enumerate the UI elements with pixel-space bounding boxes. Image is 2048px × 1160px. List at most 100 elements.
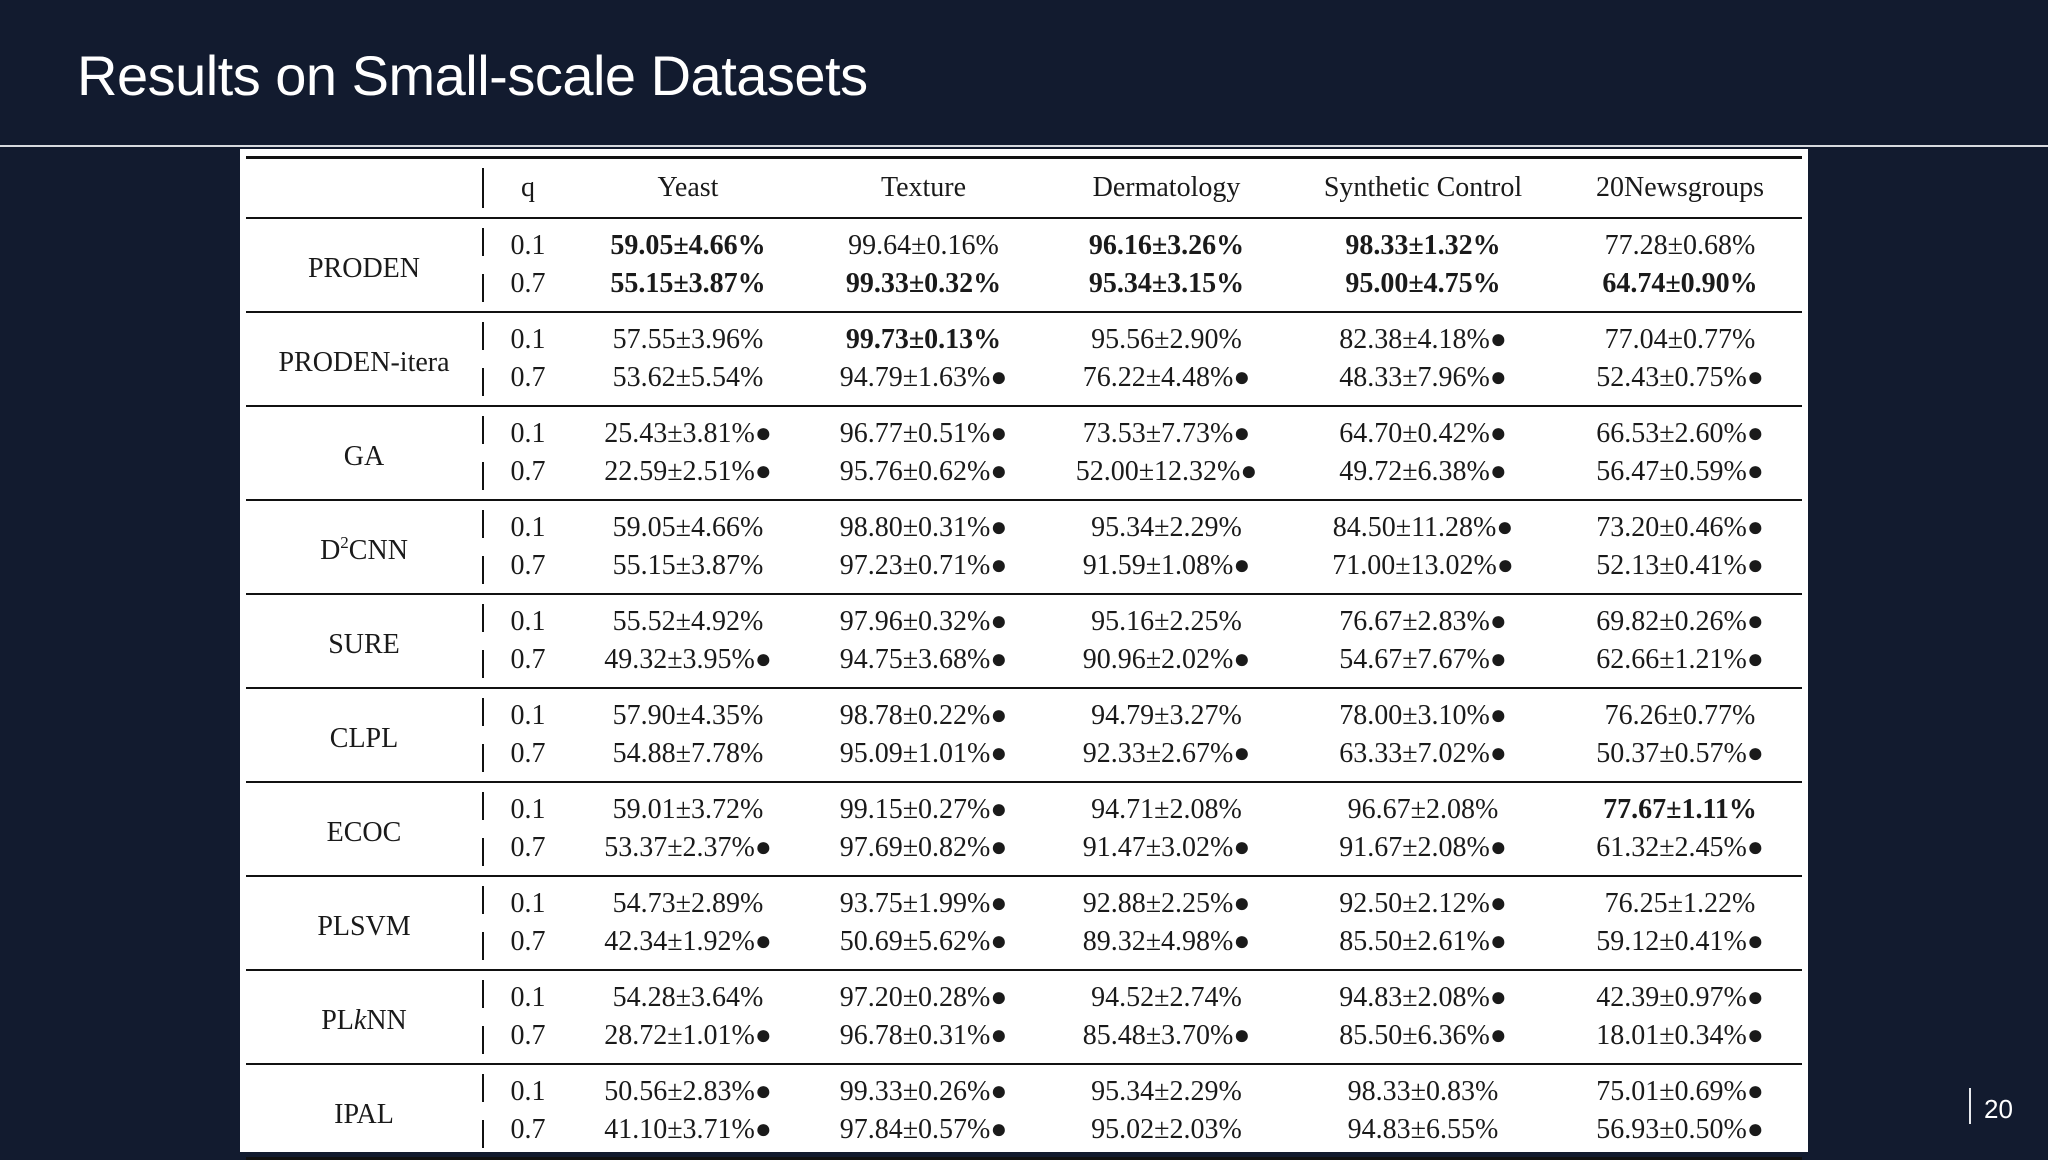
cell-20newsgroups: 73.20±0.46%● <box>1596 512 1764 543</box>
method-label: PRODEN-itera <box>278 347 450 378</box>
q-value: 0.7 <box>482 453 574 501</box>
cell-20newsgroups: 66.53±2.60%● <box>1596 418 1764 449</box>
table-row: CLPL 0.1 57.90±4.35% 98.78±0.22%● 94.79±3.27… <box>246 688 1802 783</box>
cell-20newsgroups: 61.32±2.45%● <box>1558 829 1802 877</box>
table-row: PLkNN 0.1 54.28±3.64% 97.20±0.28%● 94.52±2.7… <box>246 970 1802 1065</box>
cell-dermatology: 94.71±2.08% <box>1091 794 1242 825</box>
cell-20newsgroups: 64.74±0.90% <box>1558 265 1802 313</box>
cell-20newsgroups: 18.01±0.34%● <box>1558 1017 1802 1065</box>
method-label: CLPL <box>329 723 399 754</box>
cell-yeast: 57.55±3.96% <box>612 324 764 355</box>
cell-dermatology: 94.52±2.74% <box>1091 982 1242 1013</box>
cell-20newsgroups: 50.37±0.57%● <box>1558 735 1802 783</box>
cell-texture: 94.75±3.68%● <box>802 641 1045 689</box>
column-header-texture: Texture <box>802 156 1045 219</box>
q-value: 0.1 <box>482 312 574 359</box>
cell-synthetic-control: 54.67±7.67%● <box>1288 641 1558 689</box>
cell-20newsgroups: 75.01±0.69%● <box>1596 1076 1764 1107</box>
cell-dermatology: 95.16±2.25% <box>1091 606 1242 637</box>
cell-texture: 94.79±1.63%● <box>802 359 1045 407</box>
table-row: 0.7 55.15±3.87% 99.33±0.32% 95.34±3.15% 95.0… <box>246 265 1802 313</box>
cell-dermatology: 95.34±2.29% <box>1091 512 1242 543</box>
cell-20newsgroups: 42.39±0.97%● <box>1596 982 1764 1013</box>
method-name: PRODEN <box>246 218 482 313</box>
column-header-yeast: Yeast <box>574 156 802 219</box>
method-column-header <box>246 156 482 219</box>
cell-texture: 99.33±0.32% <box>802 265 1045 313</box>
cell-dermatology: 95.34±3.15% <box>1045 265 1288 313</box>
q-value: 0.7 <box>482 641 574 689</box>
q-value: 0.1 <box>482 406 574 453</box>
cell-synthetic-control: 48.33±7.96%● <box>1288 359 1558 407</box>
cell-dermatology: 96.16±3.26% <box>1088 230 1245 261</box>
cell-texture: 97.20±0.28%● <box>839 982 1008 1013</box>
cell-yeast: 59.01±3.72% <box>612 794 764 825</box>
table-row: GA 0.1 25.43±3.81%● 96.77±0.51%● 73.53±7.73%… <box>246 406 1802 501</box>
method-name: GA <box>246 406 482 501</box>
table-row: D2CNN 0.1 59.05±4.66% 98.80±0.31%● 95.34±2.2… <box>246 500 1802 595</box>
cell-texture: 99.33±0.26%● <box>839 1076 1008 1107</box>
method-name: CLPL <box>246 688 482 783</box>
cell-synthetic-control: 98.33±1.32% <box>1345 230 1501 261</box>
q-value: 0.7 <box>482 547 574 595</box>
method-label-prefix: PL <box>321 1005 354 1036</box>
page-number: 20 <box>1984 1094 2013 1124</box>
q-value: 0.1 <box>482 1064 574 1111</box>
cell-yeast: 54.73±2.89% <box>612 888 764 919</box>
cell-texture: 99.73±0.13% <box>845 324 1002 355</box>
cell-texture: 96.77±0.51%● <box>839 418 1008 449</box>
method-name: PLSVM <box>246 876 482 971</box>
cell-dermatology: 92.88±2.25%● <box>1082 888 1251 919</box>
cell-synthetic-control: 85.50±6.36%● <box>1288 1017 1558 1065</box>
cell-texture: 96.78±0.31%● <box>802 1017 1045 1065</box>
cell-texture: 97.96±0.32%● <box>839 606 1008 637</box>
method-label: IPAL <box>334 1099 394 1130</box>
results-table-panel: q Yeast Texture Dermatology Synthetic Co… <box>240 149 1808 1160</box>
method-name: PLkNN <box>246 970 482 1065</box>
cell-texture: 95.09±1.01%● <box>802 735 1045 783</box>
cell-dermatology: 95.56±2.90% <box>1091 324 1242 355</box>
method-name: PRODEN-itera <box>246 312 482 407</box>
cell-texture: 99.15±0.27%● <box>839 794 1008 825</box>
cell-yeast: 53.62±5.54% <box>574 359 802 407</box>
cell-20newsgroups: 62.66±1.21%● <box>1558 641 1802 689</box>
table-row: 0.7 53.62±5.54% 94.79±1.63%● 76.22±4.48%● 48… <box>246 359 1802 407</box>
cell-texture: 97.23±0.71%● <box>802 547 1045 595</box>
cell-dermatology: 91.47±3.02%● <box>1045 829 1288 877</box>
cell-synthetic-control: 76.67±2.83%● <box>1339 606 1507 637</box>
method-label: PLSVM <box>317 911 411 942</box>
method-name: IPAL <box>246 1064 482 1160</box>
cell-yeast: 55.15±3.87% <box>574 547 802 595</box>
table-row: 0.7 28.72±1.01%● 96.78±0.31%● 85.48±3.70%● 8… <box>246 1017 1802 1065</box>
cell-yeast: 50.56±2.83%● <box>604 1076 772 1107</box>
cell-20newsgroups: 69.82±0.26%● <box>1596 606 1764 637</box>
cell-synthetic-control: 96.67±2.08% <box>1347 794 1499 825</box>
cell-synthetic-control: 94.83±2.08%● <box>1339 982 1507 1013</box>
cell-20newsgroups: 77.67±1.11% <box>1603 794 1757 825</box>
cell-synthetic-control: 49.72±6.38%● <box>1288 453 1558 501</box>
cell-texture: 97.84±0.57%● <box>802 1111 1045 1160</box>
cell-yeast: 25.43±3.81%● <box>604 418 772 449</box>
table-row: PRODEN 0.1 59.05±4.66% 99.64±0.16% 96.16±3.2… <box>246 218 1802 313</box>
cell-dermatology: 95.02±2.03% <box>1045 1111 1288 1160</box>
cell-synthetic-control: 92.50±2.12%● <box>1339 888 1507 919</box>
cell-yeast: 55.15±3.87% <box>574 265 802 313</box>
cell-yeast: 54.88±7.78% <box>574 735 802 783</box>
q-value: 0.7 <box>482 359 574 407</box>
q-value: 0.1 <box>482 500 574 547</box>
cell-synthetic-control: 94.83±6.55% <box>1288 1111 1558 1160</box>
cell-20newsgroups: 76.25±1.22% <box>1604 888 1756 919</box>
cell-synthetic-control: 84.50±11.28%● <box>1332 512 1514 543</box>
q-value: 0.7 <box>482 1017 574 1065</box>
cell-20newsgroups: 56.47±0.59%● <box>1558 453 1802 501</box>
cell-dermatology: 92.33±2.67%● <box>1045 735 1288 783</box>
table-row: PLSVM 0.1 54.73±2.89% 93.75±1.99%● 92.88±2.2… <box>246 876 1802 971</box>
q-value: 0.1 <box>482 970 574 1017</box>
cell-yeast: 49.32±3.95%● <box>574 641 802 689</box>
cell-yeast: 53.37±2.37%● <box>574 829 802 877</box>
method-label: ECOC <box>326 817 402 848</box>
cell-20newsgroups: 77.04±0.77% <box>1604 324 1756 355</box>
cell-texture: 50.69±5.62%● <box>802 923 1045 971</box>
cell-synthetic-control: 91.67±2.08%● <box>1288 829 1558 877</box>
cell-yeast: 59.05±4.66% <box>612 512 764 543</box>
